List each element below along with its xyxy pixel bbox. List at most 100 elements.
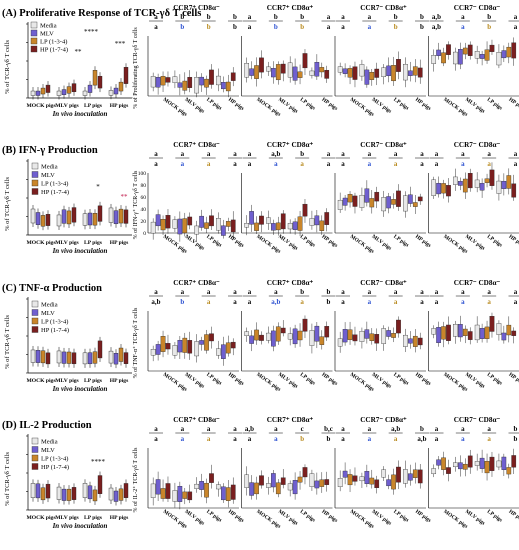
legend-label-hp: HP (1-7-4) (41, 327, 69, 334)
legend-label-lp: LP (1-3-4) (41, 319, 68, 326)
subset-box-lp (462, 47, 468, 55)
subset-box-mlv (292, 66, 298, 81)
subset-box-media (244, 331, 250, 336)
subset-y-tick-label: 80 (141, 183, 147, 189)
group-letter-2: a (368, 160, 372, 168)
box-mlv (61, 488, 67, 501)
subset-x-tick-label: HP pigs (414, 509, 432, 524)
subset-box-hp (352, 66, 358, 80)
group-letter-2: a (514, 298, 518, 306)
group-letter: a (233, 425, 237, 433)
subset-box-mlv (342, 329, 348, 343)
subset-title: CCR7⁻ CD8α⁺ (360, 416, 407, 424)
subset-box-lp (412, 335, 418, 347)
subset-box-lp (347, 474, 353, 486)
group-letter-2: a (274, 435, 278, 443)
group-letter-2: a (207, 435, 211, 443)
subset-box-hp (187, 340, 193, 354)
subset-box-lp (275, 64, 281, 81)
subset-box-hp (396, 190, 401, 207)
subset-x-tick-label: HP pigs (320, 372, 338, 387)
subset-box-lp (369, 477, 375, 485)
x-tick-label: MLV pigs (55, 378, 79, 384)
subset-box-media (287, 223, 293, 230)
subset-box-hp (302, 203, 308, 217)
subset-box-lp (506, 467, 512, 475)
subset-title: CCR7⁻ CD8α⁺ (360, 279, 407, 287)
y-axis-label: % of TCR-γδ T cells (4, 40, 11, 94)
subset-y-label: % of IL-2⁺ TCR-γδ T cells (132, 447, 139, 513)
subset-box-mlv (249, 68, 254, 76)
group-letter: a,b (391, 425, 400, 433)
subset-box-mlv (155, 77, 161, 88)
box-mlv (87, 352, 93, 365)
subset-box-lp (441, 457, 446, 470)
subset-box-hp (417, 67, 423, 78)
subset-x-tick-label: LP pigs (299, 509, 317, 524)
subset-box-mlv (292, 328, 298, 345)
subset-box-hp (489, 44, 495, 52)
subset-box-hp (511, 42, 517, 59)
box-lp (92, 351, 98, 364)
subset-box-hp (187, 76, 193, 88)
group-letter-2: a (248, 160, 252, 168)
group-letter: a (327, 13, 331, 21)
subset-box-media (496, 180, 502, 194)
subset-box-mlv (199, 215, 204, 228)
subset-box-hp (209, 333, 214, 342)
group-letter-2: a (181, 435, 185, 443)
box-lp (66, 210, 72, 225)
group-letter-2: b (327, 435, 331, 443)
subset-box-lp (484, 326, 490, 339)
group-letter-2: a (368, 23, 372, 31)
subset-box-media (287, 333, 293, 340)
subset-title: CCR7⁺ CD8α⁺ (267, 279, 314, 287)
group-letter: a (207, 288, 211, 296)
subset-box-media (474, 324, 480, 341)
subset-box-lp (391, 474, 396, 490)
box-mlv (61, 209, 67, 224)
group-letter: b (420, 13, 424, 21)
subset-box-media (496, 323, 502, 335)
panel-title: (B) IFN-γ Production (2, 145, 98, 156)
group-letter-2: a (248, 435, 252, 443)
subset-y-tick-label: 0 (143, 231, 146, 237)
box-lp (66, 488, 72, 501)
group-letter: b (207, 13, 211, 21)
group-letter: a (461, 288, 465, 296)
subset-box-hp (165, 215, 171, 229)
subset-box-hp (446, 185, 451, 197)
subset-box-lp (462, 328, 468, 336)
subset-box-mlv (458, 462, 463, 470)
group-letter-2: a (341, 160, 345, 168)
group-letter: a (181, 150, 185, 158)
subset-box-mlv (177, 486, 183, 502)
subset-box-mlv (458, 181, 463, 186)
group-letter-2: a (514, 23, 518, 31)
box-mlv (87, 485, 93, 500)
subset-x-tick-label: LP pigs (486, 372, 504, 387)
subset-box-hp (302, 467, 308, 478)
legend-swatch-media (31, 437, 39, 445)
subset-box-mlv (271, 68, 276, 78)
subset-box-media (359, 194, 365, 208)
subset-box-mlv (155, 479, 161, 495)
subset-box-mlv (221, 344, 226, 359)
box-media (56, 350, 62, 364)
subset-box-media (216, 484, 221, 490)
subset-box-mlv (458, 324, 463, 338)
subset-box-media (337, 199, 343, 210)
legend-label-lp: LP (1-3-4) (40, 39, 67, 46)
subset-title: CCR7⁻ CD8α⁻ (454, 416, 501, 424)
box-lp (40, 350, 46, 364)
box-mlv (61, 89, 67, 95)
subset-box-mlv (292, 480, 298, 495)
subset-box-mlv (408, 338, 413, 344)
subset-title: CCR7⁻ CD8α⁺ (360, 4, 407, 12)
subset-x-tick-label: LP pigs (299, 372, 317, 387)
subset-title: CCR7⁺ CD8α⁻ (173, 4, 220, 12)
group-letter-2: a (181, 160, 185, 168)
legend-swatch-lp (31, 317, 39, 325)
legend-swatch-hp (31, 463, 39, 470)
subset-box-hp (187, 491, 193, 501)
